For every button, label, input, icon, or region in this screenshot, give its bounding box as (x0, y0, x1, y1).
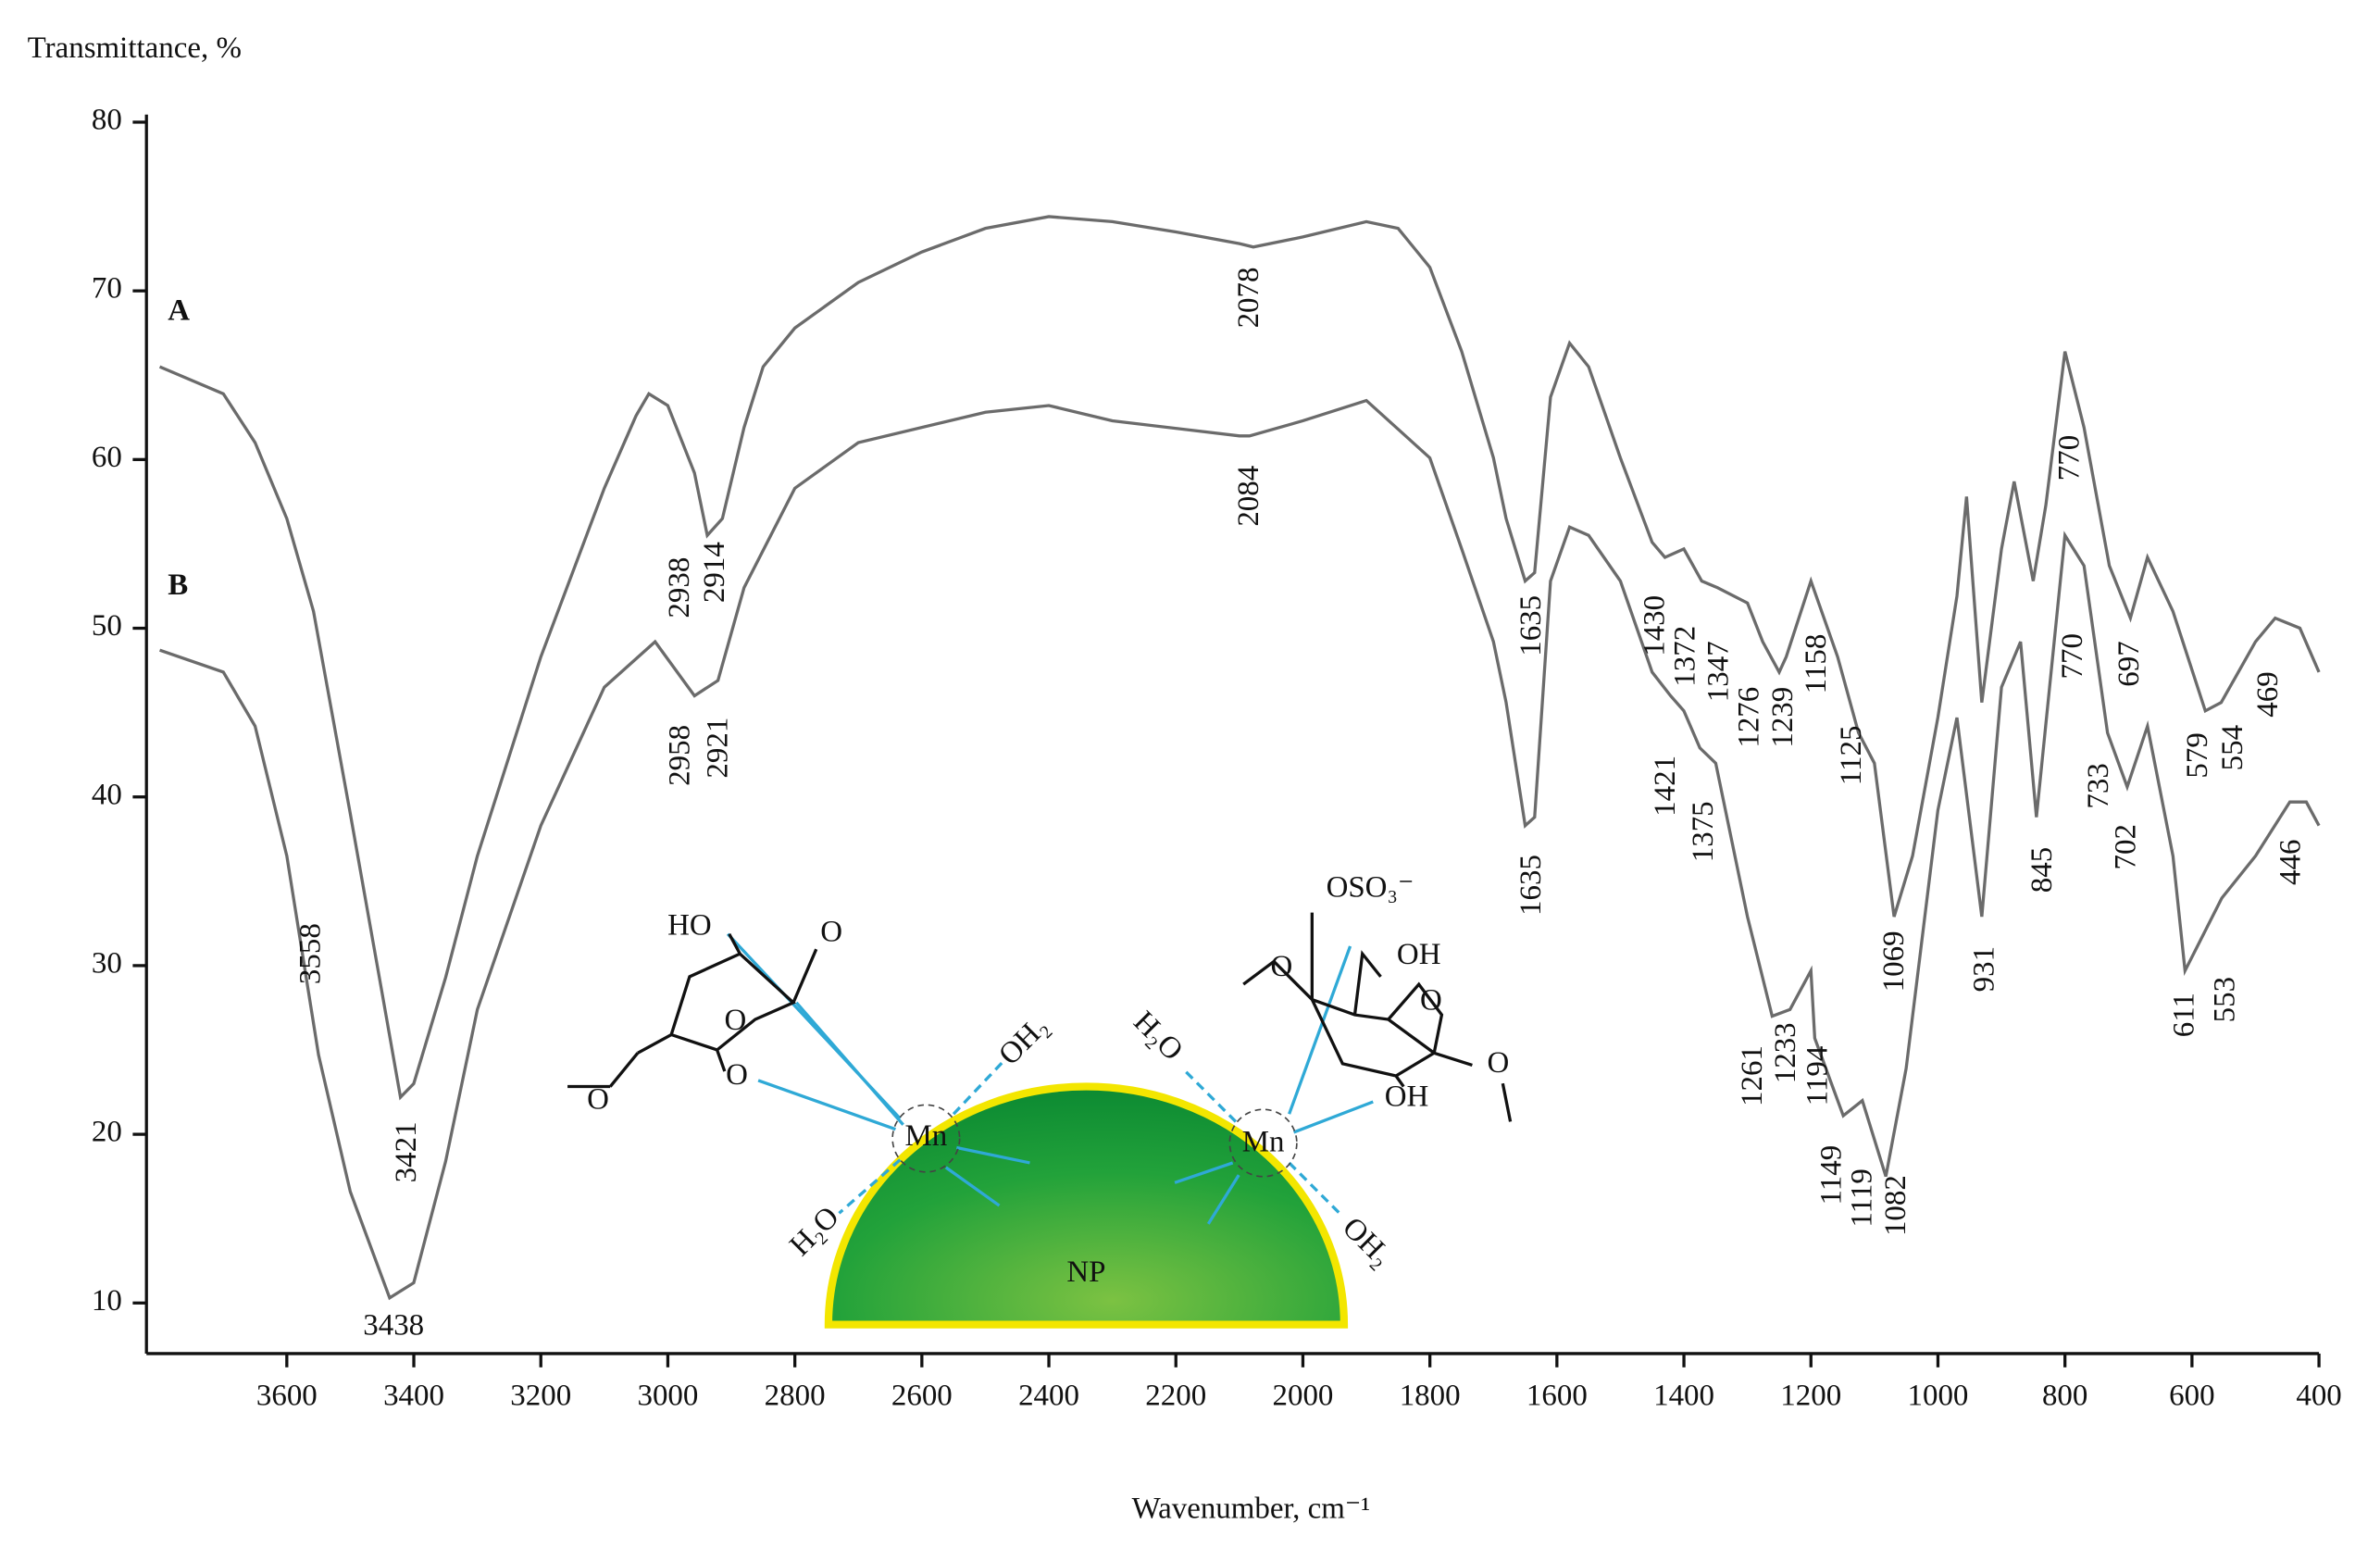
peak-label: 1635 (1514, 595, 1548, 656)
mn-site (891, 1104, 961, 1173)
y-tick-label: 20 (92, 1116, 122, 1149)
peak-label: 697 (2112, 641, 2146, 686)
x-tick-label: 3200 (510, 1379, 571, 1412)
inset-label: O (1270, 950, 1292, 983)
inset-label: NP (1066, 1255, 1105, 1289)
axis-title: Transmittance, % (28, 31, 242, 65)
peak-label: 2938 (663, 557, 696, 618)
x-tick-label: 2200 (1145, 1379, 1206, 1412)
peak-label: 3421 (390, 1121, 423, 1182)
peak-label: 1375 (1687, 801, 1720, 862)
peak-label: 1149 (1815, 1145, 1849, 1205)
peak-label: 2078 (1232, 268, 1265, 329)
inset-label: O (820, 915, 842, 948)
inset-label: O (724, 1004, 746, 1037)
inset-label: O (587, 1083, 609, 1117)
peak-label: 931 (1967, 946, 2000, 992)
peak-label: 1158 (1800, 634, 1833, 694)
inset-label: OH (1397, 938, 1441, 971)
peak-label: 3558 (293, 923, 327, 984)
peak-label: 1276 (1733, 687, 1766, 748)
peak-label: 1430 (1638, 595, 1671, 656)
x-tick-label: 1400 (1653, 1379, 1714, 1412)
y-tick-label: 70 (92, 272, 122, 306)
x-tick-label: 3000 (637, 1379, 698, 1412)
series-label: A (168, 294, 190, 328)
peak-label: 1421 (1649, 756, 1682, 817)
peak-label: 553 (2209, 977, 2242, 1022)
peak-label: 1233 (1769, 1022, 1802, 1083)
x-tick-label: 1000 (1908, 1379, 1969, 1412)
inset-label: O (726, 1058, 748, 1092)
peak-label: 2958 (663, 725, 696, 786)
inset-label: OH₂ (992, 1009, 1054, 1071)
peak-label: 469 (2251, 671, 2285, 717)
peak-label: 1239 (1766, 687, 1800, 748)
peak-label: 1261 (1736, 1045, 1769, 1106)
x-tick-label: 2400 (1018, 1379, 1079, 1412)
x-tick-label: 1800 (1400, 1379, 1461, 1412)
y-tick-label: 30 (92, 946, 122, 980)
x-tick-label: 400 (2296, 1379, 2341, 1412)
peak-label: 446 (2274, 840, 2308, 885)
x-tick-label: 2600 (891, 1379, 953, 1412)
peak-label: 770 (2053, 435, 2087, 481)
nanoparticle (824, 1082, 1349, 1329)
peak-label: 3438 (363, 1308, 424, 1342)
inset-label: O (1420, 983, 1442, 1017)
inset-label: Mn (1242, 1126, 1285, 1159)
peak-label: 770 (2056, 633, 2089, 679)
x-axis-label: Wavenumber, cm⁻¹ (1132, 1492, 1371, 1525)
x-tick-label: 3600 (256, 1379, 318, 1412)
series-label: B (168, 568, 188, 602)
x-tick-label: 2000 (1272, 1379, 1333, 1412)
peak-label: 1119 (1846, 1168, 1879, 1227)
x-tick-label: 800 (2042, 1379, 2087, 1412)
peak-label: 579 (2181, 732, 2214, 778)
peak-label: 1194 (1801, 1046, 1835, 1106)
inset-label: HO (667, 909, 712, 943)
inset-label: OH₂ (1336, 1211, 1398, 1273)
peak-label: 1069 (1877, 931, 1911, 992)
peak-label: 733 (2082, 763, 2115, 808)
peak-label: 1125 (1835, 726, 1868, 786)
peak-label: 1372 (1668, 626, 1701, 687)
x-tick-label: 600 (2169, 1379, 2214, 1412)
peak-label: 845 (2025, 847, 2059, 893)
peak-label: 1347 (1702, 641, 1736, 702)
spectrum-line (159, 398, 2321, 1301)
y-tick-label: 80 (92, 104, 122, 137)
mn-site (1228, 1108, 1298, 1178)
peak-label: 2914 (698, 542, 731, 603)
peak-label: 2921 (701, 718, 734, 779)
x-tick-label: 1600 (1526, 1379, 1588, 1412)
peak-label: 554 (2216, 725, 2249, 770)
y-tick-label: 50 (92, 609, 122, 643)
y-tick-label: 10 (92, 1284, 122, 1318)
sugar-rings (567, 912, 1513, 1122)
spectrum-line (158, 215, 2321, 1101)
peak-label: 1635 (1514, 855, 1548, 916)
inset-label: H₂O (1127, 1005, 1189, 1067)
inset-label: Mn (904, 1119, 947, 1153)
peak-label: 702 (2110, 824, 2143, 869)
peak-label: 611 (2167, 993, 2200, 1037)
y-tick-label: 60 (92, 441, 122, 474)
y-tick-label: 40 (92, 778, 122, 811)
x-tick-label: 1200 (1780, 1379, 1841, 1412)
peak-label: 1082 (1879, 1175, 1913, 1236)
inset-label: O (1488, 1046, 1510, 1080)
x-tick-label: 3400 (383, 1379, 444, 1412)
inset-label: OH (1385, 1080, 1429, 1113)
peak-label: 2084 (1232, 466, 1265, 527)
inset-label: OSO₃⁻ (1327, 870, 1414, 904)
x-tick-label: 2800 (765, 1379, 826, 1412)
bonds (726, 932, 1374, 1225)
